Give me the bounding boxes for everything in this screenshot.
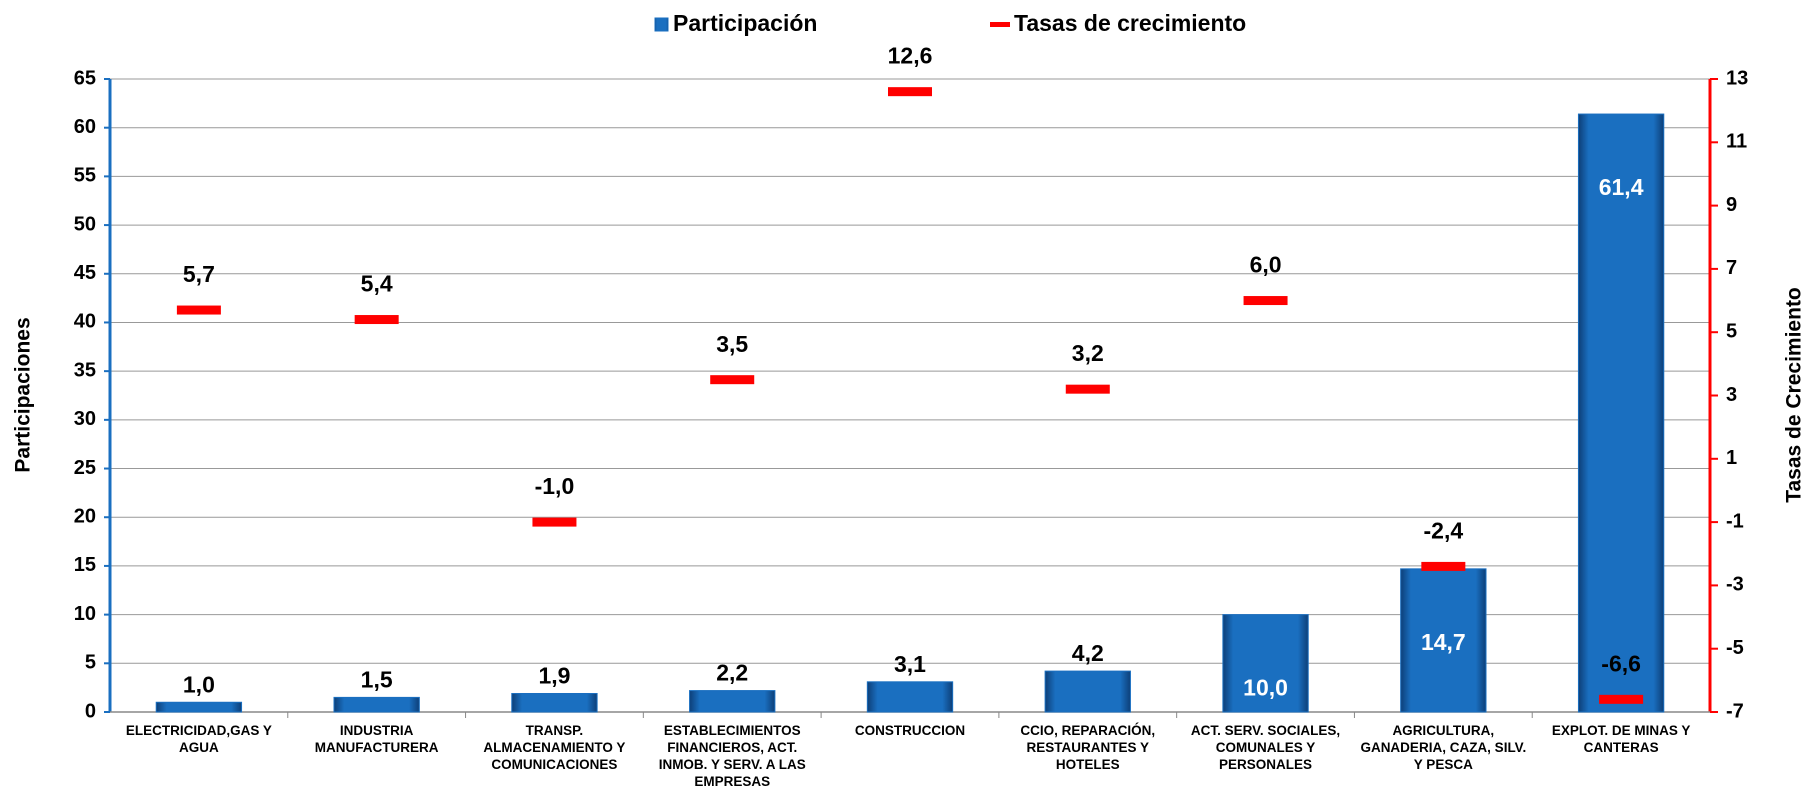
legend-swatch bbox=[990, 22, 1010, 27]
marker bbox=[176, 305, 221, 315]
bar bbox=[1222, 614, 1309, 713]
y-tick-label: 55 bbox=[74, 165, 96, 187]
x-tick-label: EXPLOT. DE MINAS Y CANTERAS bbox=[1551, 723, 1691, 755]
bar-value-label: 2,2 bbox=[716, 660, 748, 686]
bar-value-label: 1,9 bbox=[538, 663, 570, 689]
x-tick-label: AGRICULTURA, GANADERIA, CAZA, SILV. Y PE… bbox=[1360, 723, 1527, 772]
marker bbox=[1065, 384, 1110, 394]
marker-value-label: 6,0 bbox=[1250, 252, 1282, 278]
y-tick-label: 65 bbox=[74, 67, 96, 89]
bar-value-label: 14,7 bbox=[1421, 629, 1466, 655]
bar bbox=[1577, 113, 1665, 713]
marker-value-label: -2,4 bbox=[1424, 517, 1464, 543]
legend-swatch bbox=[654, 17, 669, 32]
y-tick-label: 60 bbox=[74, 116, 96, 138]
marker-value-label: 3,5 bbox=[716, 331, 748, 357]
bar bbox=[689, 690, 776, 713]
bar-value-label: 1,5 bbox=[361, 666, 393, 692]
marker-value-label: 12,6 bbox=[888, 43, 933, 69]
bar bbox=[1044, 670, 1131, 713]
y-axis-title: Participaciones bbox=[12, 317, 35, 472]
bar bbox=[866, 681, 954, 713]
y-tick-label: 45 bbox=[74, 262, 96, 284]
bar-value-label: 1,0 bbox=[183, 671, 215, 697]
bar-value-label: 10,0 bbox=[1243, 675, 1288, 701]
y2-tick-label: 7 bbox=[1726, 257, 1737, 279]
x-tick-label: ELECTRICIDAD,GAS Y AGUA bbox=[125, 723, 272, 755]
x-tick-label: ESTABLECIMIENTOS FINANCIEROS, ACT. INMOB… bbox=[658, 723, 806, 789]
x-tick-label: INDUSTRIA MANUFACTURERA bbox=[314, 723, 439, 755]
y-tick-label: 20 bbox=[74, 506, 96, 528]
marker bbox=[1421, 561, 1466, 571]
marker bbox=[354, 315, 399, 325]
y-tick-label: 50 bbox=[74, 213, 96, 235]
y2-tick-label: -7 bbox=[1726, 700, 1744, 722]
marker-value-label: -1,0 bbox=[535, 473, 575, 499]
x-tick-label: CCIO, REPARACIÓN, RESTAURANTES Y HOTELES bbox=[1020, 723, 1156, 772]
marker-value-label: 3,2 bbox=[1072, 340, 1104, 366]
marker-value-label: -6,6 bbox=[1601, 650, 1641, 676]
x-tick-label: ACT. SERV. SOCIALES, COMUNALES Y PERSONA… bbox=[1190, 723, 1341, 772]
y2-tick-label: 1 bbox=[1726, 447, 1737, 469]
marker-value-label: 5,4 bbox=[361, 271, 393, 297]
bar-value-label: 61,4 bbox=[1599, 174, 1644, 200]
marker-value-label: 5,7 bbox=[183, 261, 215, 287]
y-tick-label: 5 bbox=[85, 652, 96, 674]
y2-tick-label: 3 bbox=[1726, 384, 1737, 406]
legend-label: Participación bbox=[673, 10, 817, 36]
y2-tick-label: -1 bbox=[1726, 510, 1744, 532]
y-tick-label: 35 bbox=[74, 359, 96, 381]
y2-axis-title: Tasas de Crecimiento bbox=[1783, 287, 1806, 503]
bar bbox=[333, 696, 420, 713]
bar-value-label: 4,2 bbox=[1072, 640, 1104, 666]
bar bbox=[1400, 568, 1487, 713]
y2-tick-label: 5 bbox=[1726, 320, 1737, 342]
y-tick-label: 15 bbox=[74, 554, 96, 576]
marker bbox=[710, 375, 755, 385]
bar-value-label: 3,1 bbox=[894, 651, 926, 677]
marker bbox=[532, 517, 577, 527]
marker bbox=[888, 87, 932, 97]
y2-tick-label: -3 bbox=[1726, 574, 1744, 596]
bar bbox=[511, 692, 598, 713]
bar bbox=[155, 701, 243, 713]
x-tick-label: CONSTRUCCION bbox=[854, 723, 966, 738]
marker bbox=[1599, 694, 1644, 704]
y-tick-label: 0 bbox=[85, 700, 96, 722]
y-tick-label: 10 bbox=[74, 603, 96, 625]
y2-tick-label: 9 bbox=[1726, 194, 1737, 216]
y-tick-label: 25 bbox=[74, 457, 96, 479]
marker bbox=[1243, 296, 1288, 306]
y2-tick-label: 13 bbox=[1726, 67, 1748, 89]
y2-tick-label: 11 bbox=[1726, 131, 1747, 153]
y2-tick-label: -5 bbox=[1726, 637, 1744, 659]
legend-label: Tasas de crecimiento bbox=[1014, 10, 1246, 36]
x-tick-label: TRANSP. ALMACENAMIENTO Y COMUNICACIONES bbox=[483, 723, 626, 772]
y-tick-label: 30 bbox=[74, 408, 96, 430]
y-tick-label: 40 bbox=[74, 311, 96, 333]
